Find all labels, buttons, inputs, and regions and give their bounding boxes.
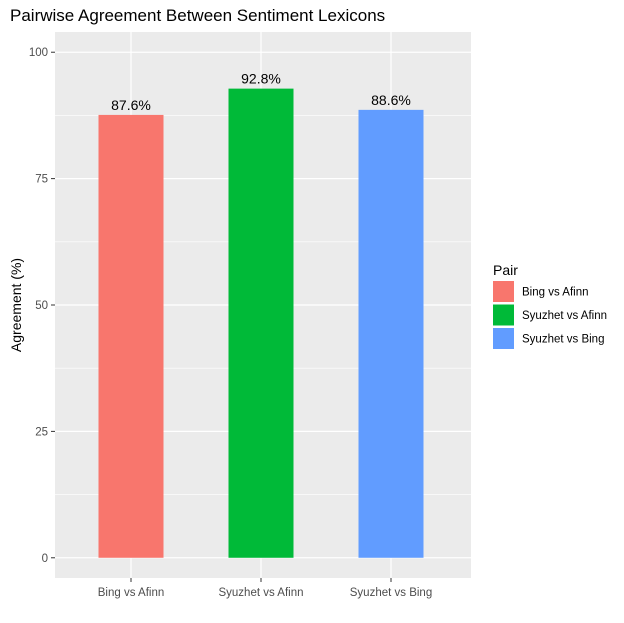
y-tick-label: 100 bbox=[29, 47, 48, 59]
x-tick-label: Syuzhet vs Bing bbox=[350, 587, 432, 599]
legend-title: Pair bbox=[493, 262, 518, 278]
y-tick-label: 25 bbox=[35, 426, 48, 438]
bar-value-label: 87.6% bbox=[111, 97, 151, 113]
y-tick-label: 0 bbox=[42, 553, 48, 565]
bar-value-label: 92.8% bbox=[241, 71, 281, 87]
legend-key bbox=[493, 304, 514, 326]
y-axis-title: Agreement (%) bbox=[8, 258, 24, 352]
x-tick-label: Bing vs Afinn bbox=[98, 587, 164, 599]
y-tick-label: 75 bbox=[35, 174, 48, 186]
x-tick-label: Syuzhet vs Afinn bbox=[218, 587, 303, 599]
legend-label: Syuzhet vs Bing bbox=[522, 334, 604, 346]
legend-label: Bing vs Afinn bbox=[522, 287, 588, 299]
y-axis: 0 25 50 75 100 bbox=[29, 47, 55, 565]
bar-value-label: 88.6% bbox=[371, 92, 411, 108]
bar bbox=[228, 88, 294, 558]
bar bbox=[98, 114, 164, 558]
chart-title: Pairwise Agreement Between Sentiment Lex… bbox=[10, 6, 385, 25]
bars-layer bbox=[98, 88, 424, 558]
data-labels: 87.6% 92.8% 88.6% bbox=[111, 71, 411, 113]
legend-label: Syuzhet vs Afinn bbox=[522, 310, 607, 322]
legend-items: Bing vs Afinn Syuzhet vs Afinn Syuzhet vs … bbox=[493, 281, 607, 349]
x-axis: Bing vs Afinn Syuzhet vs Afinn Syuzhet vs … bbox=[98, 578, 432, 599]
y-tick-label: 50 bbox=[35, 300, 48, 312]
legend-key bbox=[493, 328, 514, 349]
legend-key bbox=[493, 281, 514, 302]
legend: Pair Bing vs Afinn Syuzhet vs Afinn Syuzhe… bbox=[493, 262, 607, 349]
bar bbox=[358, 109, 424, 558]
